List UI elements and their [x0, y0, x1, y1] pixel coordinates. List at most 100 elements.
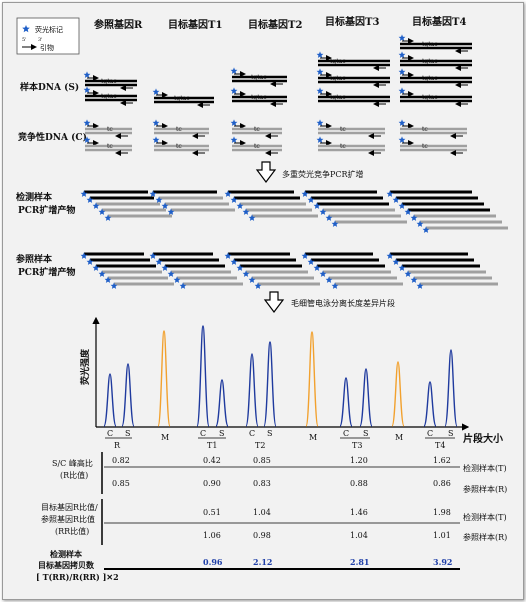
- ratio-label-2: 参照基因R比值: [41, 514, 95, 524]
- fluorescent-star-icon: [80, 190, 88, 197]
- fluorescent-star-icon: [398, 51, 406, 58]
- peak-10: [359, 368, 373, 427]
- legend-5prime: 5': [22, 37, 27, 43]
- peak-label: S: [125, 429, 130, 438]
- fluorescent-star-icon: [83, 71, 91, 78]
- peak-1: [103, 373, 117, 427]
- fluorescent-star-icon: [86, 196, 94, 203]
- table-cell: 0.85: [253, 456, 271, 465]
- table-cell: 1.04: [350, 531, 368, 540]
- table-cell: 2.12: [253, 557, 272, 567]
- fluorescent-star-icon: [386, 190, 394, 197]
- peak-7: [263, 341, 277, 427]
- fluorescent-star-icon: [410, 276, 418, 283]
- pcr-step-label: 多重荧光竞争PCR扩增: [282, 169, 364, 179]
- table-cell: 0.82: [112, 456, 130, 465]
- legend-3prime: 3': [38, 37, 43, 43]
- copy-label-1: 检测样本: [50, 549, 82, 559]
- ratio-label-3: (RR比值): [55, 526, 89, 536]
- dna-templates: tgtac tgtac tgtac tgtac tgtac tgtac tgtac tgtac…: [83, 34, 472, 156]
- peak-label: S: [448, 429, 453, 438]
- table-cell: 0.86: [433, 479, 451, 488]
- table-cell: 0.85: [112, 479, 130, 488]
- sequence-label: tc: [254, 126, 260, 133]
- peak-label: M: [161, 433, 169, 442]
- fluorescent-star-icon: [161, 264, 169, 271]
- fluorescent-star-icon: [167, 208, 175, 215]
- fluorescent-star-icon: [83, 86, 91, 93]
- fluorescent-star-icon: [22, 25, 30, 33]
- sequence-label: tgtac: [101, 78, 117, 85]
- fluorescent-star-icon: [92, 264, 100, 271]
- sequence-label: tc: [422, 126, 428, 133]
- ce-step: 毛细管电泳分离长度差异片段: [263, 291, 395, 313]
- sequence-label: tc: [340, 126, 346, 133]
- fluorescent-star-icon: [167, 270, 175, 277]
- peaks: [103, 325, 458, 427]
- column-header-r: 参照基因R: [94, 18, 143, 31]
- down-arrow-icon: [255, 161, 277, 183]
- table-cell: 2.81: [350, 557, 369, 567]
- fluorescent-star-icon: [179, 282, 187, 289]
- table-cell: 0.90: [203, 479, 221, 488]
- group-label: T2: [255, 441, 265, 450]
- peak-label: S: [219, 429, 224, 438]
- peak-6: [245, 353, 259, 427]
- fluorescent-star-icon: [230, 119, 238, 126]
- table-cell: 0.42: [203, 456, 221, 465]
- table-cell: 1.20: [350, 456, 368, 465]
- peak-11: [391, 361, 405, 427]
- peak-9: [339, 377, 353, 427]
- fluorescent-star-icon: [104, 214, 112, 221]
- sequence-label: tc: [422, 143, 428, 150]
- column-header-t3: 目标基因T3: [325, 15, 379, 28]
- fluorescent-star-icon: [319, 208, 327, 215]
- group-label: T3: [352, 441, 362, 450]
- peak-label: C: [343, 429, 349, 438]
- peak-3: [157, 330, 171, 427]
- fluorescent-star-icon: [83, 136, 91, 143]
- fluorescent-star-icon: [392, 196, 400, 203]
- fluorescent-star-icon: [236, 202, 244, 209]
- sequence-label: tgtac: [330, 58, 346, 65]
- fluorescent-star-icon: [224, 252, 232, 259]
- fluorescent-star-icon: [86, 258, 94, 265]
- sc-label-2: (R比值): [60, 470, 88, 480]
- fluorescent-star-icon: [316, 68, 324, 75]
- legend-primer-label: 引物: [40, 43, 54, 52]
- group-label: T4: [435, 441, 445, 450]
- sc-ref-row: 0.85 0.90 0.83 0.88 0.86: [112, 479, 451, 488]
- fluorescent-star-icon: [319, 270, 327, 277]
- fluorescent-star-icon: [110, 282, 118, 289]
- table-cell: 1.06: [203, 531, 221, 540]
- sequence-label: tgtac: [422, 94, 438, 101]
- fluorescent-star-icon: [313, 264, 321, 271]
- sequence-label: tc: [340, 143, 346, 150]
- fluorescent-star-icon: [316, 119, 324, 126]
- fluorescent-star-icon: [331, 220, 339, 227]
- column-header-t1: 目标基因T1: [168, 18, 222, 31]
- fluorescent-star-icon: [230, 196, 238, 203]
- fluorescent-star-icon: [416, 282, 424, 289]
- electropherogram: 荧光强度 片段大小 C S M C S C S M C S M C SR T1 T2 T3 T4: [79, 316, 503, 450]
- table-cell: 0.51: [203, 508, 221, 517]
- fluorescent-star-icon: [242, 270, 250, 277]
- peak-label: C: [107, 429, 113, 438]
- fluorescent-star-icon: [316, 51, 324, 58]
- fluorescent-star-icon: [313, 202, 321, 209]
- fluorescent-star-icon: [301, 252, 309, 259]
- peak-label: M: [395, 433, 403, 442]
- fluorescent-star-icon: [404, 208, 412, 215]
- sequence-label: tgtac: [330, 75, 346, 82]
- fluorescent-star-icon: [149, 190, 157, 197]
- sequence-label: tc: [176, 126, 182, 133]
- row-label-test-products-1: 检测样本: [16, 191, 53, 203]
- fluorescent-star-icon: [173, 276, 181, 283]
- fluorescent-star-icon: [155, 258, 163, 265]
- table-cell: 3.92: [433, 557, 452, 567]
- fluorescent-star-icon: [149, 252, 157, 259]
- fluorescent-star-icon: [248, 276, 256, 283]
- sc-test-row: 0.82 0.42 0.85 1.20 1.62: [112, 456, 451, 465]
- sequence-label: tgtac: [251, 94, 267, 101]
- legend: 荧光标记 5' 3' 引物: [16, 17, 80, 55]
